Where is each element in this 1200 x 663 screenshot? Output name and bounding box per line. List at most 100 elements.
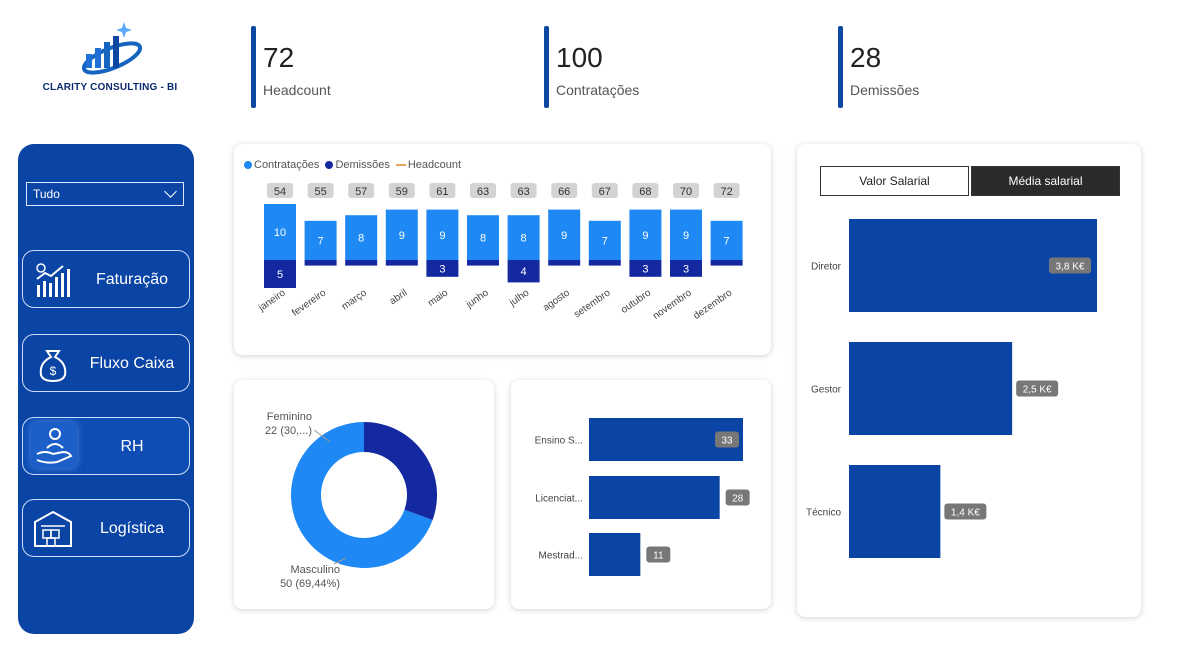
bar-contratacoes: [345, 215, 378, 260]
data-label-bg: [646, 546, 671, 563]
company-logo: CLARITY CONSULTING - BI: [40, 18, 180, 103]
x-tick-label: abril: [388, 287, 410, 307]
x-tick-label: fevereiro: [290, 287, 329, 319]
monthly-stacked-chart: 10 5 54 janeiro 7 55 fevereiro 8 57 março 9 59 abril…: [256, 183, 743, 322]
bar-demissoes: [588, 260, 621, 266]
data-label-contratacoes: 7: [602, 235, 608, 247]
kpi-demissoes: 28 Demissões: [838, 26, 1078, 108]
leader-line: [333, 557, 347, 565]
data-label-bg: [725, 489, 750, 506]
data-label: 33: [721, 436, 733, 447]
data-label-demissoes: 3: [683, 263, 689, 275]
bar-contratacoes: [385, 209, 418, 260]
data-label-bg: [1016, 380, 1059, 397]
kpi-label: Headcount: [263, 82, 331, 98]
education-chart-card: Ensino S... 33 Licenciat... 28 Mestrad... 11: [511, 380, 771, 609]
data-label: 28: [732, 494, 744, 505]
data-label: 11: [653, 551, 664, 562]
headcount-label-bg: [591, 183, 618, 198]
bar: [849, 342, 1013, 435]
kpi-label: Demissões: [850, 82, 920, 98]
legend-swatch: [244, 161, 252, 169]
tab-valor-salarial[interactable]: Valor Salarial: [820, 166, 969, 196]
legend-item: Contratações: [244, 159, 319, 171]
headcount-label-bg: [510, 183, 537, 198]
salary-bar-chart: Diretor 3,8 K€ Gestor 2,5 K€ Técnico 1,4 K€: [806, 219, 1097, 558]
kpi-accent-bar: [544, 26, 549, 108]
bar-demissoes: [548, 260, 581, 266]
bar-demissoes: [426, 260, 459, 277]
nav-button-fluxo-caixa[interactable]: $ Fluxo Caixa: [22, 334, 190, 392]
y-tick-label: Licenciat...: [535, 494, 583, 505]
salary-chart-card: Valor Salarial Média salarial Diretor 3,8…: [797, 144, 1141, 617]
bar-demissoes: [304, 260, 337, 266]
tab-media-salarial[interactable]: Média salarial: [971, 166, 1120, 196]
data-label-headcount: 66: [558, 186, 570, 198]
logo-graphic-icon: [81, 22, 143, 75]
headcount-label-bg: [673, 183, 699, 198]
slice-label-name: Feminino: [267, 411, 312, 423]
nav-button-faturacao[interactable]: Faturação: [22, 250, 190, 308]
data-label-demissoes: 4: [521, 266, 527, 278]
data-label-contratacoes: 8: [521, 233, 527, 245]
bar: [589, 533, 641, 576]
kpi-value: 72: [263, 42, 295, 73]
nav-button-rh[interactable]: RH: [22, 417, 190, 475]
headcount-label-bg: [551, 183, 578, 198]
data-label-contratacoes: 7: [318, 235, 324, 247]
kpi-headcount: 72 Headcount: [251, 26, 491, 108]
x-tick-label: setembro: [572, 287, 613, 320]
chart-growth-icon: [33, 261, 73, 299]
bar-demissoes: [507, 260, 540, 283]
nav-label: Logística: [99, 520, 165, 537]
slice-label-value: 22 (30,...): [265, 425, 312, 437]
data-label-contratacoes: 9: [561, 230, 567, 242]
x-tick-label: janeiro: [256, 287, 288, 314]
kpi-value: 28: [850, 42, 882, 73]
data-label-headcount: 68: [639, 186, 651, 198]
legend-item: Demissões: [325, 159, 390, 171]
data-label-demissoes: 3: [439, 263, 445, 275]
bar-demissoes: [467, 260, 499, 266]
education-bar-chart: Ensino S... 33 Licenciat... 28 Mestrad... 11: [535, 418, 750, 576]
nav-button-logistica[interactable]: Logística: [22, 499, 190, 557]
company-name: CLARITY CONSULTING - BI: [42, 82, 178, 93]
donut-slice: [291, 422, 433, 568]
money-bag-icon: $: [33, 345, 73, 383]
legend-swatch: [395, 164, 406, 166]
bar-contratacoes: [507, 215, 540, 260]
headcount-label-bg: [470, 183, 496, 198]
data-label-bg: [944, 503, 987, 520]
data-label-demissoes: 3: [642, 263, 648, 275]
bar-contratacoes: [426, 209, 459, 260]
kpi-value: 100: [556, 42, 603, 73]
slice-label-name: Masculino: [290, 564, 340, 576]
headcount-label-bg: [388, 183, 415, 198]
x-tick-label: novembro: [651, 287, 694, 322]
data-label-headcount: 63: [477, 186, 489, 198]
y-tick-label: Ensino S...: [535, 436, 583, 447]
bar-demissoes: [385, 260, 418, 266]
data-label-contratacoes: 9: [399, 230, 405, 242]
chevron-down-icon: [164, 185, 177, 198]
y-tick-label: Mestrad...: [539, 551, 583, 562]
gender-chart-card: Feminino 22 (30,...) Masculino 50 (69,44%): [234, 380, 494, 609]
data-label-contratacoes: 9: [683, 230, 689, 242]
warehouse-icon: [33, 510, 73, 548]
headcount-label-bg: [267, 183, 293, 198]
data-label-bg: [1049, 257, 1091, 274]
data-label-contratacoes: 9: [642, 230, 648, 242]
nav-label: RH: [120, 438, 144, 455]
data-label-bg: [715, 431, 739, 448]
filter-dropdown[interactable]: Tudo: [26, 182, 184, 206]
headcount-label-bg: [713, 183, 740, 198]
leader-line: [313, 429, 331, 443]
x-tick-label: dezembro: [692, 287, 735, 322]
kpi-label: Contratações: [556, 82, 640, 98]
sidebar: Tudo Faturação $ Fluxo Caixa: [18, 144, 194, 634]
bar-contratacoes: [304, 220, 337, 260]
data-label: 2,5 K€: [1023, 385, 1052, 396]
data-label-contratacoes: 8: [480, 233, 486, 245]
x-tick-label: julho: [507, 287, 532, 309]
data-label-contratacoes: 10: [274, 227, 286, 239]
